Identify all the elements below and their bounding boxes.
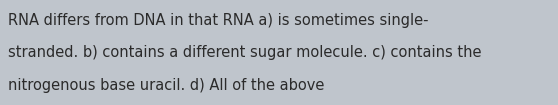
Text: stranded. b) contains a different sugar molecule. c) contains the: stranded. b) contains a different sugar … (8, 45, 482, 60)
Text: RNA differs from DNA in that RNA a) is sometimes single-: RNA differs from DNA in that RNA a) is s… (8, 13, 429, 28)
Text: nitrogenous base uracil. d) All of the above: nitrogenous base uracil. d) All of the a… (8, 78, 325, 93)
